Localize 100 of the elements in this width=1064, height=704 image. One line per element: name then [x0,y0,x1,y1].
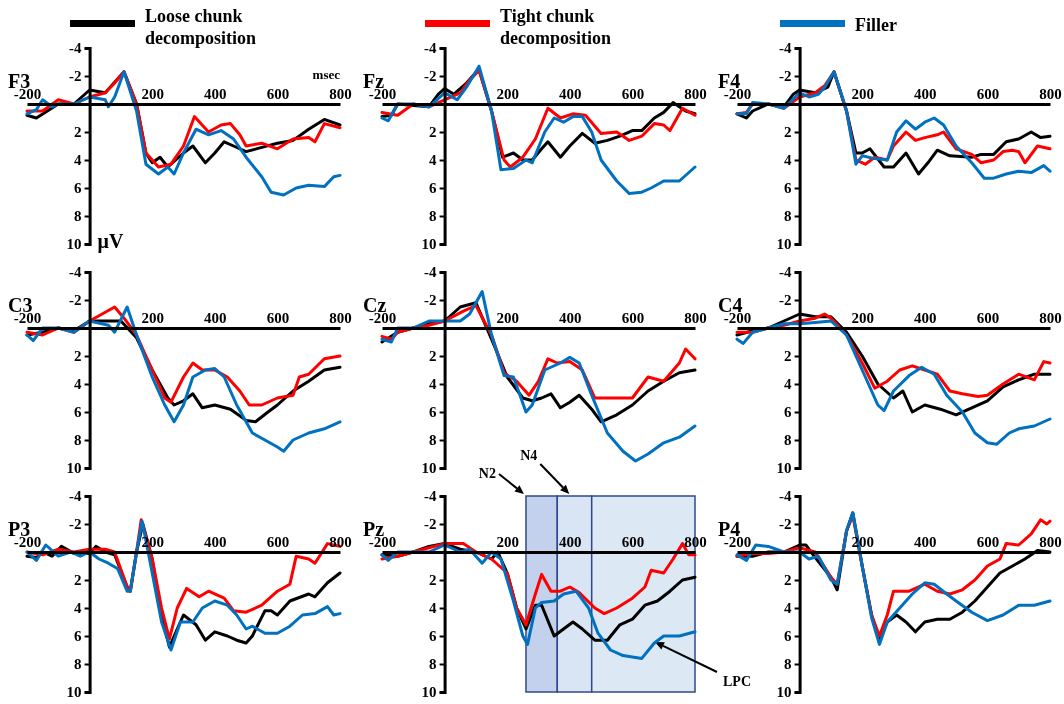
y-tick-label: 8 [74,656,82,673]
x-tick-label: 600 [621,534,645,550]
y-tick-label: -4 [424,40,438,57]
y-tick-label: 2 [74,348,82,365]
y-tick-label: 10 [776,236,792,253]
y-tick-label: 2 [429,348,437,365]
y-tick-label: 8 [429,656,437,673]
y-tick-label: -4 [424,488,438,505]
x-tick-label: 400 [559,534,582,550]
y-tick-label: 2 [784,348,792,365]
x-tick-label: 800 [684,534,707,550]
x-tick-label: 800 [329,310,352,326]
y-tick-label: 2 [74,572,82,589]
y-tick-label: -2 [424,292,437,309]
y-tick-label: -2 [779,292,792,309]
y-tick-label: 2 [429,572,437,589]
x-tick-label: 600 [266,86,290,102]
y-tick-label: -2 [424,68,437,85]
y-tick-label: 10 [421,684,437,701]
x-tick-label: 400 [204,534,227,550]
legend-label: Filler [855,15,897,35]
y-tick-label: 4 [74,376,83,393]
y-tick-label: 6 [74,404,83,421]
x-tick-label: 800 [329,86,352,102]
y-tick-label: 4 [784,152,793,169]
x-axis-title: msec [312,67,341,82]
x-tick-label: 400 [204,86,227,102]
y-tick-label: -4 [69,488,83,505]
x-tick-label: 400 [914,86,937,102]
x-tick-label: 600 [266,534,290,550]
x-tick-label: 400 [914,310,937,326]
y-tick-label: -2 [69,68,82,85]
y-tick-label: 8 [784,208,792,225]
y-tick-label: -2 [779,516,792,533]
y-tick-label: -2 [69,516,82,533]
y-tick-label: 10 [776,684,792,701]
x-tick-label: 200 [851,86,874,102]
y-tick-label: 4 [429,600,438,617]
y-tick-label: 10 [776,460,792,477]
x-tick-label: 800 [684,86,707,102]
x-tick-label: 400 [559,86,582,102]
x-tick-label: 200 [851,310,874,326]
y-tick-label: 2 [784,572,792,589]
x-tick-label: 400 [559,310,582,326]
band-label: N2 [478,466,496,481]
y-tick-label: -4 [69,40,83,57]
y-tick-label: 4 [74,152,83,169]
y-tick-label: -2 [779,68,792,85]
y-tick-label: 4 [429,152,438,169]
y-tick-label: -2 [69,292,82,309]
x-tick-label: 800 [1039,86,1062,102]
band-label: LPC [723,674,751,689]
x-tick-label: 800 [329,534,352,550]
y-tick-label: 8 [429,208,437,225]
y-tick-label: 8 [74,208,82,225]
y-tick-label: 4 [784,600,793,617]
x-tick-label: 200 [141,310,164,326]
legend-label: Loose chunk decomposition [145,6,257,48]
x-tick-label: 800 [684,310,707,326]
y-tick-label: 6 [429,628,438,645]
x-tick-label: 600 [621,86,645,102]
y-tick-label: -4 [779,40,793,57]
y-tick-label: 6 [429,404,438,421]
legend-label: Tight chunk decomposition [500,6,612,48]
y-tick-label: -2 [424,516,437,533]
y-tick-label: 8 [74,432,82,449]
y-tick-label: 6 [784,404,793,421]
x-tick-label: 200 [496,86,519,102]
y-tick-label: 10 [421,460,437,477]
y-tick-label: -4 [779,488,793,505]
x-tick-label: 600 [976,310,1000,326]
y-tick-label: 8 [784,432,792,449]
x-tick-label: 200 [496,534,519,550]
y-tick-label: 10 [66,684,82,701]
x-tick-label: 600 [976,86,1000,102]
x-tick-label: 600 [621,310,645,326]
y-axis-title: μV [97,230,124,253]
y-tick-label: -4 [424,264,438,281]
y-tick-label: 2 [429,124,437,141]
y-tick-label: 6 [74,628,83,645]
y-tick-label: -4 [69,264,83,281]
y-tick-label: 2 [74,124,82,141]
y-tick-label: 6 [429,180,438,197]
y-tick-label: -4 [779,264,793,281]
y-tick-label: 10 [66,460,82,477]
y-tick-label: 6 [784,180,793,197]
x-tick-label: 400 [204,310,227,326]
y-tick-label: 8 [784,656,792,673]
y-tick-label: 6 [74,180,83,197]
x-tick-label: 200 [496,310,519,326]
y-tick-label: 10 [66,236,82,253]
x-tick-label: 200 [141,86,164,102]
y-tick-label: 4 [429,376,438,393]
y-tick-label: 4 [784,376,793,393]
x-tick-label: 600 [976,534,1000,550]
y-tick-label: 8 [429,432,437,449]
y-tick-label: 6 [784,628,793,645]
x-tick-label: 800 [1039,534,1062,550]
x-tick-label: 600 [266,310,290,326]
band-label: N4 [520,448,538,463]
